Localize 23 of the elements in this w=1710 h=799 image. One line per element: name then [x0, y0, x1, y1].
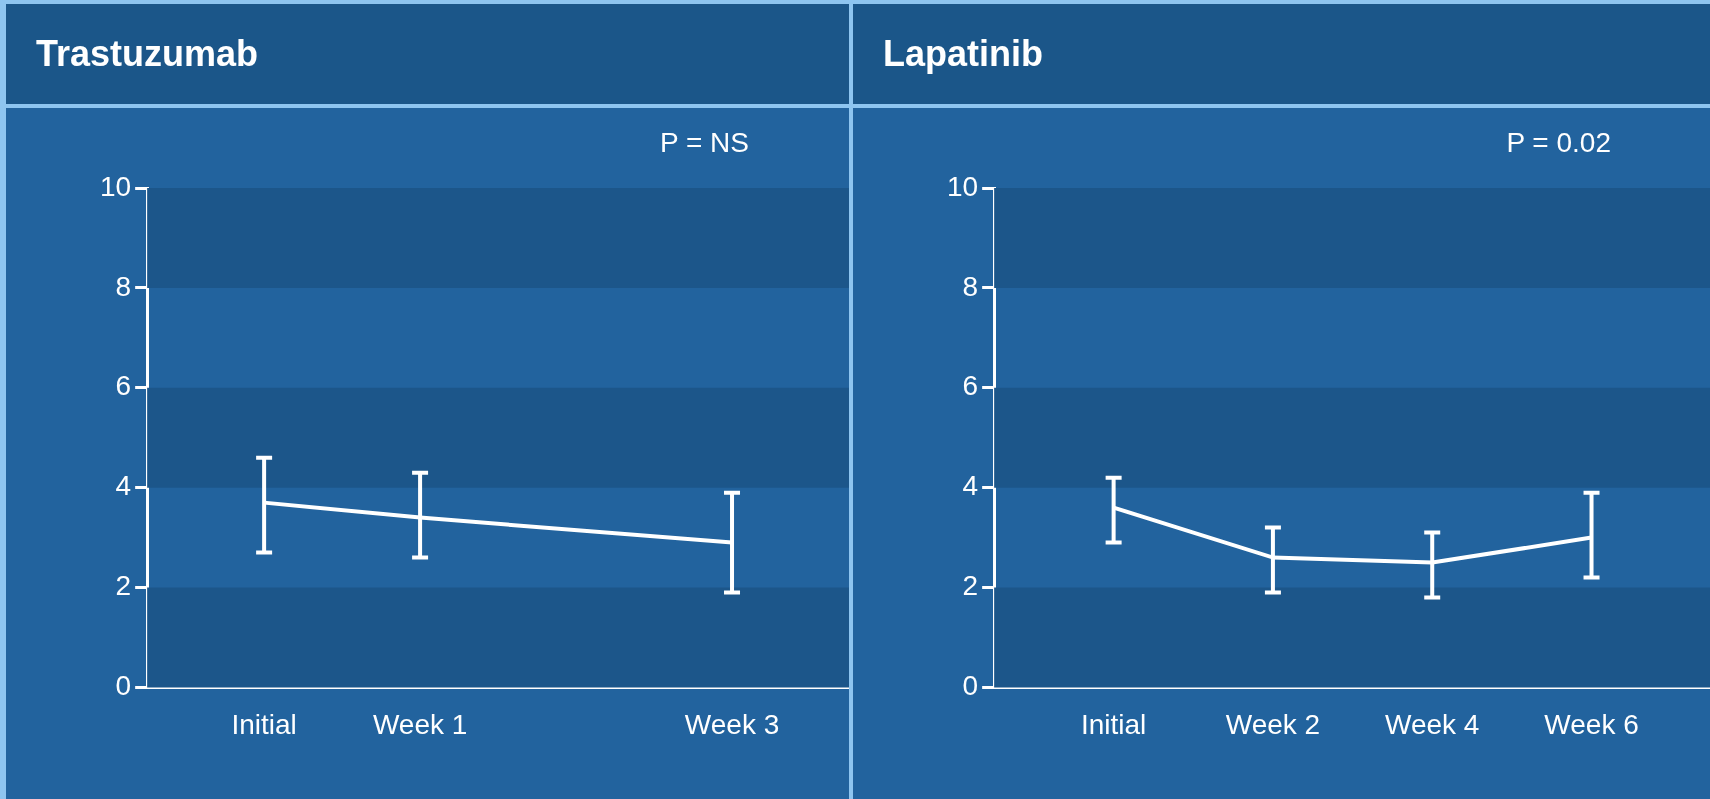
text: P = 0.02	[1506, 126, 1611, 158]
y-tick-label: 10	[99, 170, 132, 202]
x-tick-label: Initial	[1080, 708, 1147, 740]
x-tick-label: Week 4	[1385, 708, 1480, 740]
y-tick-label: 8	[115, 270, 132, 302]
y-tick-label: 4	[962, 470, 979, 502]
x-tick-label: Week 6	[1544, 708, 1639, 740]
x-tick-label: Week 2	[1225, 708, 1321, 740]
y-tick-label: 0	[962, 670, 979, 702]
y-tick-label: 2	[115, 570, 132, 602]
text: P = NS	[660, 126, 749, 158]
y-tick-label: 4	[115, 470, 132, 502]
x-tick-label: Week 3	[684, 708, 780, 740]
chart-title: Trastuzumab	[6, 4, 849, 108]
x-tick-label: Week 1	[372, 708, 468, 740]
y-tick-label: 6	[115, 370, 132, 402]
chart-title: Lapatinib	[853, 4, 1710, 108]
y-tick-label: 6	[962, 370, 979, 402]
y-tick-label: 8	[962, 270, 979, 302]
y-tick-label: 2	[962, 570, 979, 602]
y-tick-label: 10	[946, 170, 979, 202]
y-tick-label: 0	[115, 670, 132, 702]
x-tick-label: Initial	[231, 708, 297, 740]
